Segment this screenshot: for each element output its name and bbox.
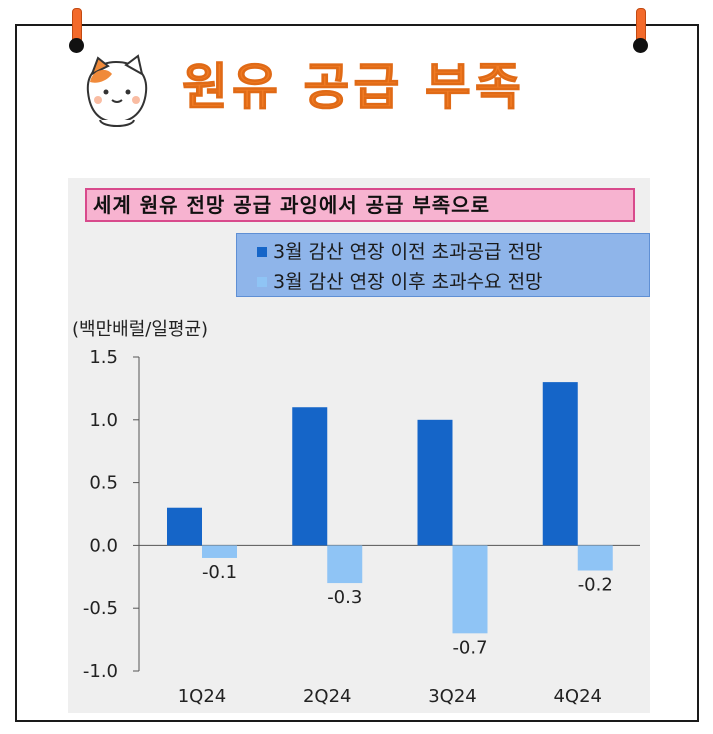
data-label: -0.7 <box>452 637 487 658</box>
y-axis-unit-label: (백만배럴/일평균) <box>72 319 209 340</box>
bar-3Q24-series-1 <box>417 419 453 546</box>
chart-legend: 3월 감산 연장 이전 초과공급 전망 3월 감산 연장 이후 초과수요 전망 <box>236 233 650 297</box>
x-tick-label: 4Q24 <box>553 686 602 707</box>
y-tick-label: 0.5 <box>89 473 118 494</box>
bar-3Q24-series-2 <box>452 545 488 634</box>
x-tick-label: 2Q24 <box>303 686 352 707</box>
legend-swatch-series-1 <box>257 247 267 257</box>
y-tick-label: 1.0 <box>89 410 118 431</box>
data-label: -0.2 <box>578 575 613 596</box>
x-tick-label: 3Q24 <box>428 686 477 707</box>
legend-swatch-series-2 <box>257 277 267 287</box>
chart-title: 세계 원유 전망 공급 과잉에서 공급 부족으로 <box>85 188 635 222</box>
data-label: -0.3 <box>327 587 362 608</box>
data-label: -0.1 <box>202 562 237 583</box>
y-tick-label: 1.5 <box>89 347 118 368</box>
legend-item-series-1: 3월 감산 연장 이전 초과공급 전망 <box>257 239 543 265</box>
pin-left-dot <box>69 38 84 53</box>
y-tick-label: -0.5 <box>83 598 118 619</box>
bar-2Q24-series-2 <box>327 545 363 584</box>
y-tick-label: -1.0 <box>83 661 118 682</box>
pin-right-dot <box>633 38 648 53</box>
page-title: 원유 공급 부족 <box>182 58 525 116</box>
bar-4Q24-series-1 <box>542 382 578 546</box>
bar-2Q24-series-1 <box>292 407 328 546</box>
cat-mascot-icon <box>86 54 148 127</box>
bar-4Q24-series-2 <box>577 545 613 571</box>
x-tick-label: 1Q24 <box>178 686 227 707</box>
legend-label-series-1: 3월 감산 연장 이전 초과공급 전망 <box>273 241 543 263</box>
legend-label-series-2: 3월 감산 연장 이후 초과수요 전망 <box>273 271 543 293</box>
bar-1Q24-series-1 <box>167 507 202 546</box>
legend-item-series-2: 3월 감산 연장 이후 초과수요 전망 <box>257 269 543 295</box>
bar-1Q24-series-2 <box>202 545 237 558</box>
y-tick-label: 0.0 <box>89 535 118 556</box>
